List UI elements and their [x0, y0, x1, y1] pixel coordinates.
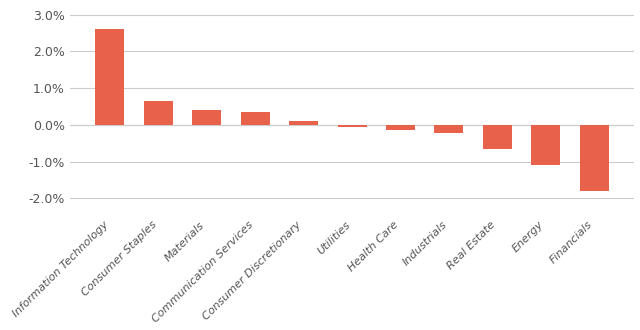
Bar — [289, 121, 318, 125]
Bar — [241, 112, 270, 125]
Bar — [483, 125, 512, 149]
Bar — [144, 101, 173, 125]
Bar — [580, 125, 609, 191]
Bar — [386, 125, 415, 130]
Bar — [337, 125, 367, 127]
Bar — [192, 110, 221, 125]
Bar — [95, 29, 125, 125]
Bar — [531, 125, 561, 165]
Bar — [435, 125, 463, 133]
